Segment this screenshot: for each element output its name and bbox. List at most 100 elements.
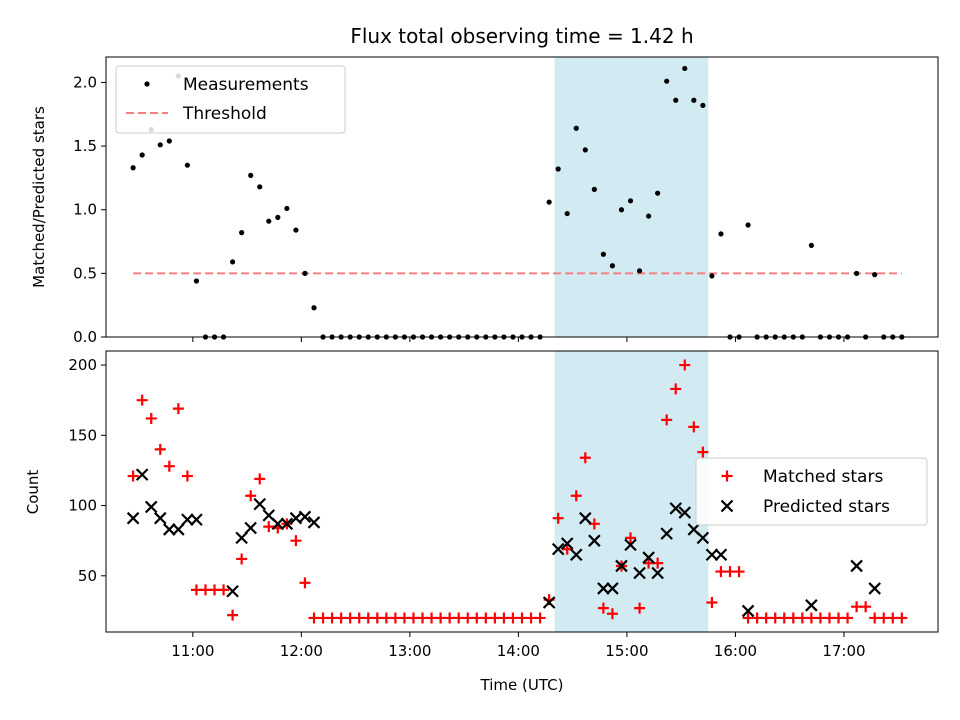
- x-tick-label: 14:00: [497, 642, 540, 660]
- matched-star-point: [245, 490, 257, 502]
- x-axis-label: Time (UTC): [480, 676, 564, 694]
- matched-star-point: [597, 602, 609, 614]
- matched-star-point: [896, 612, 908, 624]
- matched-star-point: [136, 394, 148, 406]
- ratio-y-axis-label: Matched/Predicted stars: [30, 106, 48, 288]
- measurement-point: [139, 152, 145, 158]
- matched-star-point: [661, 414, 673, 426]
- measurement-point: [302, 270, 308, 276]
- measurement-point: [636, 268, 643, 274]
- y-tick-label: 100: [68, 497, 97, 515]
- y-tick-label: 50: [78, 567, 97, 585]
- predicted-star-point: [271, 517, 285, 531]
- predicted-star-point: [624, 538, 637, 552]
- measurement-point: [655, 190, 661, 196]
- y-tick-label: 150: [68, 426, 97, 444]
- legend-matched-marker: [721, 470, 733, 482]
- predicted-star-point: [597, 582, 610, 595]
- measurement-point: [573, 125, 579, 131]
- matched-star-point: [290, 535, 302, 547]
- count-panel: 11:00 12:00 13:00 14:00 15:00 16:00 17:00 50 10…: [24, 350, 939, 694]
- legend-predicted-label: Predicted stars: [763, 497, 890, 517]
- measurement-point: [600, 251, 606, 257]
- matched-star-point: [534, 612, 546, 624]
- predicted-star-point: [868, 582, 881, 595]
- measurement-point: [691, 97, 697, 103]
- matched-star-point: [679, 359, 691, 371]
- matched-star-point: [145, 412, 157, 424]
- matched-star-point: [218, 584, 230, 596]
- ratio-legend: Measurements Threshold: [115, 65, 346, 134]
- predicted-star-point: [551, 542, 565, 556]
- measurement-point: [239, 230, 245, 236]
- measurement-point: [130, 165, 136, 171]
- x-tick-label: 11:00: [171, 642, 214, 660]
- measurement-point: [184, 162, 190, 168]
- measurement-point: [682, 65, 688, 72]
- x-tick-label: 12:00: [280, 642, 323, 660]
- measurement-point: [664, 78, 670, 84]
- predicted-star-point: [126, 511, 140, 525]
- predicted-star-point: [135, 468, 149, 481]
- predicted-star-point: [660, 527, 673, 540]
- y-tick-label: 1.0: [73, 201, 97, 219]
- x-tick-label: 13:00: [388, 642, 431, 660]
- predicted-star-point: [172, 523, 185, 536]
- measurement-point: [808, 242, 814, 248]
- predicted-star-point: [280, 517, 294, 531]
- y-tick-label: 0.0: [73, 328, 97, 346]
- legend-predicted-marker: [720, 499, 734, 513]
- predicted-star-point: [181, 513, 194, 526]
- predicted-star-point: [235, 531, 248, 545]
- predicted-star-point: [678, 506, 692, 519]
- measurement-point: [166, 138, 172, 144]
- ratio-panel-frame: [105, 56, 939, 338]
- legend-matched-label: Matched stars: [763, 467, 883, 487]
- matched-star-point: [860, 601, 872, 613]
- predicted-star-point: [144, 500, 158, 514]
- matched-star-point: [254, 473, 266, 485]
- measurement-point: [546, 199, 552, 205]
- legend-measurement-marker: [144, 81, 150, 87]
- predicted-star-point: [741, 604, 755, 618]
- predicted-star-point: [696, 531, 710, 545]
- measurement-point: [627, 198, 634, 204]
- predicted-star-point: [244, 521, 257, 535]
- measurement-point: [275, 214, 281, 220]
- count-panel-frame: [105, 350, 939, 633]
- matched-star-point: [552, 512, 564, 524]
- predicted-star-point: [542, 596, 556, 609]
- predicted-star-point: [633, 566, 646, 580]
- measurement-point: [709, 273, 715, 279]
- measurement-point: [555, 166, 561, 172]
- predicted-star-point: [615, 559, 628, 573]
- y-tick-label: 1.5: [73, 137, 97, 155]
- measurement-point: [745, 222, 751, 228]
- matched-star-point: [227, 609, 239, 621]
- count-y-axis-label: Count: [24, 470, 42, 515]
- predicted-star-point: [153, 511, 167, 525]
- legend-threshold-label: Threshold: [182, 104, 267, 124]
- measurement-point: [609, 263, 616, 269]
- matched-star-point: [634, 602, 646, 614]
- chart-title: Flux total observing time = 1.42 h: [350, 24, 693, 48]
- measurement-point: [591, 186, 597, 192]
- y-tick-label: 2.0: [73, 73, 97, 91]
- matched-star-point: [733, 566, 745, 578]
- x-tick-label: 16:00: [714, 642, 757, 660]
- predicted-star-point: [606, 582, 619, 595]
- matched-star-point: [625, 532, 637, 544]
- measurement-point: [582, 147, 588, 153]
- predicted-star-point: [307, 516, 321, 529]
- predicted-star-point: [705, 548, 719, 562]
- matched-star-point: [127, 470, 139, 482]
- predicted-star-point: [163, 523, 176, 536]
- measurement-point: [700, 102, 706, 108]
- matched-star-point: [697, 446, 709, 458]
- measurement-point: [293, 227, 299, 233]
- measurement-point: [854, 270, 860, 276]
- measurement-point: [248, 172, 254, 178]
- measurement-point: [266, 218, 272, 224]
- measurement-point: [872, 272, 878, 278]
- predicted-star-point: [579, 511, 592, 525]
